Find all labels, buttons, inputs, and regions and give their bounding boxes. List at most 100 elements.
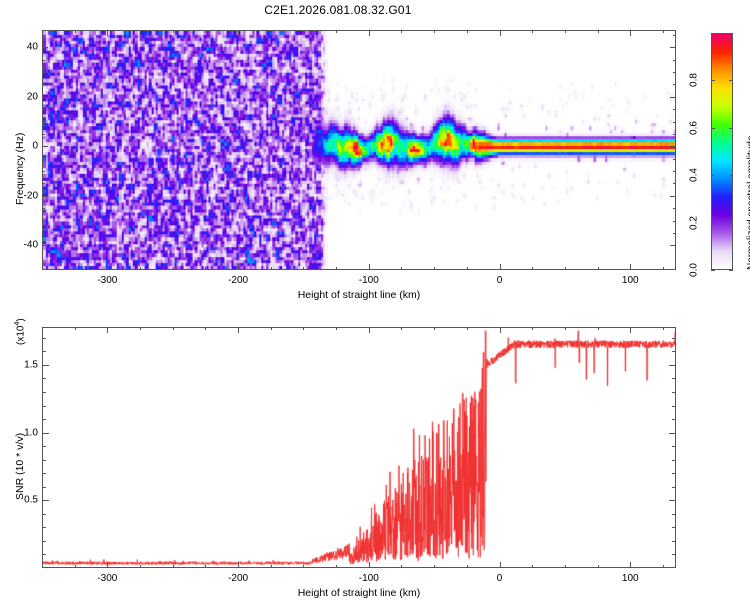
spectrogram-y-minor-tick xyxy=(42,109,45,111)
colorbar-tick xyxy=(711,80,715,82)
spectrogram-y-tick xyxy=(42,195,48,197)
colorbar-tick xyxy=(729,127,733,129)
snr-y-minor-tick xyxy=(672,459,676,461)
spectrogram-x-axis-label: Height of straight line (km) xyxy=(297,289,421,301)
colorbar-tick xyxy=(711,127,715,129)
snr-x-minor-tick xyxy=(172,327,174,330)
page-title: C2E1.2026.081.08.32.G01 xyxy=(264,3,412,17)
colorbar-gradient xyxy=(712,34,732,269)
spectrogram-y-minor-tick xyxy=(42,121,45,123)
spectrogram-x-minor-tick xyxy=(564,267,566,270)
spectrogram-x-minor-tick xyxy=(662,30,664,33)
spectrogram-y-tick xyxy=(670,245,676,247)
spectrogram-y-tick xyxy=(42,146,48,148)
snr-x-tick xyxy=(630,562,632,568)
spectrogram-x-minor-tick xyxy=(532,30,534,33)
spectrogram-y-minor-tick xyxy=(673,109,676,111)
snr-y-minor-tick xyxy=(42,337,46,339)
spectrogram-x-tick-label: 100 xyxy=(621,275,639,286)
snr-x-tick xyxy=(368,327,370,333)
snr-x-tick-label: 100 xyxy=(621,573,639,584)
spectrogram-y-minor-tick xyxy=(673,220,676,222)
spectrogram-x-minor-tick xyxy=(336,267,338,270)
snr-y-axis-label: SNR (10 * v/v) xyxy=(14,432,26,500)
spectrogram-y-minor-tick xyxy=(673,183,676,185)
spectrogram-x-minor-tick xyxy=(597,30,599,33)
snr-x-minor-tick xyxy=(532,565,534,568)
snr-y-minor-tick xyxy=(42,351,46,353)
spectrogram-x-minor-tick xyxy=(466,30,468,33)
spectrogram-x-minor-tick xyxy=(303,267,305,270)
snr-x-minor-tick xyxy=(401,565,403,568)
snr-y-minor-tick xyxy=(42,419,46,421)
snr-x-minor-tick xyxy=(564,327,566,330)
snr-x-minor-tick xyxy=(42,327,43,330)
spectrogram-y-minor-tick xyxy=(42,183,45,185)
spectrogram-x-tick-label: -100 xyxy=(358,275,379,286)
snr-y-minor-tick xyxy=(672,540,676,542)
spectrogram-y-tick-label: 20 xyxy=(26,91,38,103)
spectrogram-x-tick xyxy=(499,264,501,270)
snr-x-tick-label: -100 xyxy=(358,573,379,584)
spectrogram-x-tick-label: -300 xyxy=(97,275,118,286)
snr-x-minor-tick xyxy=(303,327,305,330)
snr-y-minor-tick xyxy=(672,446,676,448)
snr-y-tick xyxy=(669,364,676,366)
snr-y-tick xyxy=(42,432,49,434)
spectrogram-y-minor-tick xyxy=(42,171,45,173)
spectrogram-y-minor-tick xyxy=(42,208,45,210)
spectrogram-y-minor-tick xyxy=(673,171,676,173)
colorbar-tick-label: 0.4 xyxy=(688,168,700,183)
snr-y-minor-tick xyxy=(672,554,676,556)
snr-x-minor-tick xyxy=(532,327,534,330)
snr-x-tick xyxy=(499,562,501,568)
snr-plot xyxy=(42,327,676,568)
snr-y-tick xyxy=(42,364,49,366)
spectrogram-y-minor-tick xyxy=(673,72,676,74)
spectrogram-y-tick xyxy=(42,245,48,247)
snr-x-tick xyxy=(630,327,632,333)
spectrogram-y-tick xyxy=(42,96,48,98)
spectrogram-y-minor-tick xyxy=(42,72,45,74)
snr-x-minor-tick xyxy=(434,327,436,330)
snr-y-minor-tick xyxy=(42,459,46,461)
spectrogram-x-minor-tick xyxy=(205,30,207,33)
colorbar-tick xyxy=(711,222,715,224)
spectrogram-x-minor-tick xyxy=(42,30,43,33)
spectrogram-y-minor-tick xyxy=(673,121,676,123)
spectrogram-x-minor-tick xyxy=(336,30,338,33)
snr-x-minor-tick xyxy=(270,327,272,330)
snr-y-minor-tick xyxy=(672,391,676,393)
snr-x-minor-tick xyxy=(42,565,43,568)
spectrogram-y-tick-label: -40 xyxy=(23,239,38,251)
snr-y-minor-tick xyxy=(672,337,676,339)
spectrogram-y-tick xyxy=(42,47,48,49)
snr-y-tick-label: 0.5 xyxy=(24,494,38,506)
spectrogram-x-tick xyxy=(499,30,501,36)
spectrogram-y-minor-tick xyxy=(673,158,676,160)
snr-x-minor-tick xyxy=(597,327,599,330)
snr-x-tick xyxy=(107,562,109,568)
snr-x-minor-tick xyxy=(74,565,76,568)
spectrogram-x-minor-tick xyxy=(172,30,174,33)
snr-x-minor-tick xyxy=(434,565,436,568)
snr-y-minor-tick xyxy=(42,540,46,542)
colorbar-tick-label: 0.0 xyxy=(688,263,700,277)
snr-y-minor-tick xyxy=(672,527,676,529)
spectrogram-x-tick xyxy=(368,264,370,270)
snr-x-minor-tick xyxy=(303,565,305,568)
spectrogram-y-minor-tick xyxy=(42,84,45,86)
snr-y-minor-tick xyxy=(42,391,46,393)
spectrogram-y-minor-tick xyxy=(42,220,45,222)
spectrogram-x-minor-tick xyxy=(401,267,403,270)
spectrogram-y-minor-tick xyxy=(673,84,676,86)
snr-x-tick-label: -300 xyxy=(97,573,118,584)
spectrogram-x-minor-tick xyxy=(532,267,534,270)
snr-y-minor-tick xyxy=(42,554,46,556)
colorbar-tick xyxy=(711,175,715,177)
spectrogram-x-tick xyxy=(630,264,632,270)
spectrogram-plot xyxy=(42,30,676,270)
snr-x-tick xyxy=(499,327,501,333)
spectrogram-x-minor-tick xyxy=(434,267,436,270)
